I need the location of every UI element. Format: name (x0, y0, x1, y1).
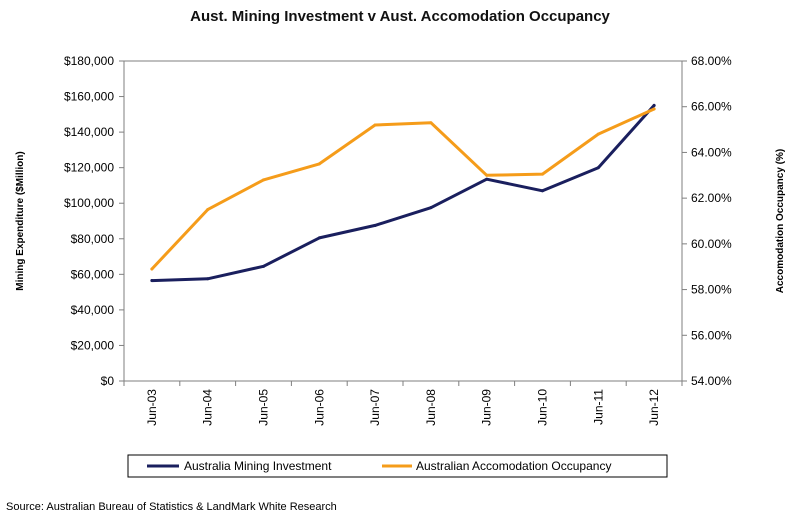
left-axis-label: Mining Expenditure ($Million) (15, 151, 26, 290)
left-tick-label: $160,000 (64, 90, 114, 104)
left-tick-label: $80,000 (71, 232, 115, 246)
right-tick-label: 56.00% (691, 328, 732, 342)
mining-investment-point (373, 223, 377, 227)
accomodation-occupancy-point (429, 121, 433, 125)
left-tick-label: $60,000 (71, 267, 115, 281)
source-note: Source: Australian Bureau of Statistics … (6, 501, 337, 513)
mining-investment-point (317, 236, 321, 240)
legend-label-occupancy: Australian Accomodation Occupancy (416, 459, 611, 473)
x-tick-label: Jun-08 (424, 389, 438, 426)
right-tick-label: 62.00% (691, 191, 732, 205)
left-tick-label: $40,000 (71, 303, 115, 317)
mining-investment-point (429, 206, 433, 210)
accomodation-occupancy-point (652, 107, 656, 111)
right-y-axis: 54.00% 56.00% 58.00% 60.00% 62.00% 64.00% 66.0… (682, 54, 732, 388)
mining-investment-point (652, 103, 656, 107)
left-tick-label: $120,000 (64, 161, 114, 175)
left-tick-label: $180,000 (64, 54, 114, 68)
accomodation-occupancy-point (317, 162, 321, 166)
x-tick-label: Jun-06 (312, 389, 326, 426)
left-tick-label: $100,000 (64, 196, 114, 210)
accomodation-occupancy-point (596, 132, 600, 136)
mining-investment-point (150, 279, 154, 283)
x-tick-label: Jun-03 (145, 389, 159, 426)
x-tick-label: Jun-09 (480, 389, 494, 426)
x-tick-label: Jun-11 (591, 389, 605, 425)
right-tick-label: 60.00% (691, 237, 732, 251)
right-tick-label: 68.00% (691, 54, 732, 68)
right-tick-label: 64.00% (691, 145, 732, 159)
mining-investment-point (541, 189, 544, 193)
right-tick-label: 66.00% (691, 100, 732, 114)
left-tick-label: $140,000 (64, 125, 114, 139)
mining-investment-line (150, 103, 656, 283)
left-tick-label: $0 (101, 374, 115, 388)
accomodation-occupancy-point (485, 173, 489, 177)
legend-label-mining: Australia Mining Investment (184, 459, 332, 473)
x-tick-label: Jun-12 (647, 389, 661, 426)
mining-investment-point (206, 277, 210, 281)
accomodation-occupancy-point (262, 178, 265, 182)
x-tick-label: Jun-10 (536, 389, 550, 426)
mining-investment-point (485, 177, 489, 181)
accomodation-occupancy-line (150, 107, 656, 271)
x-tick-label: Jun-05 (257, 389, 271, 426)
accomodation-occupancy-point (206, 208, 210, 212)
plot-area (123, 60, 683, 382)
x-tick-label: Jun-07 (368, 389, 382, 426)
right-tick-label: 58.00% (691, 283, 732, 297)
accomodation-occupancy-point (373, 123, 377, 127)
x-tick-label: Jun-04 (201, 389, 215, 426)
right-axis-label: Accomodation Occupancy (%) (775, 149, 786, 293)
mining-investment-point (596, 166, 600, 170)
accomodation-occupancy-point (150, 267, 154, 271)
left-tick-label: $20,000 (71, 338, 115, 352)
chart-title: Aust. Mining Investment v Aust. Accomoda… (190, 8, 610, 25)
x-axis: Jun-03 Jun-04 Jun-05 Jun-06 Jun-07 Jun-08 Jun-… (123, 381, 683, 426)
series-layer (150, 103, 656, 283)
mining-investment-point (262, 264, 265, 268)
right-tick-label: 54.00% (691, 374, 732, 388)
left-y-axis: $0 $20,000 $40,000 $60,000 $80,000 $100,000 $1… (64, 54, 124, 388)
legend: Australia Mining Investment Australian A… (127, 454, 668, 478)
accomodation-occupancy-point (541, 172, 544, 176)
